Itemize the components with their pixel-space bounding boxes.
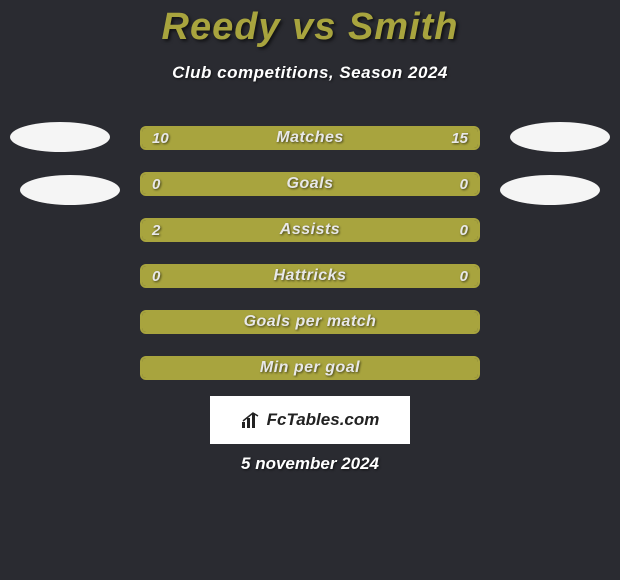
- player-right-avatar-1: [510, 122, 610, 152]
- date-label: 5 november 2024: [0, 454, 620, 474]
- page-title: Reedy vs Smith: [0, 0, 620, 49]
- stat-bar: Goals0 0: [140, 172, 480, 196]
- bar-value-right: 0: [460, 220, 468, 240]
- stat-bar: Hattricks0 0: [140, 264, 480, 288]
- player-left-avatar-1: [10, 122, 110, 152]
- bar-value-right: 0: [460, 266, 468, 286]
- stat-bar: Min per goal: [140, 356, 480, 380]
- fctables-logo: FcTables.com: [210, 396, 410, 444]
- player-right-avatar-2: [500, 175, 600, 205]
- player-left-avatar-2: [20, 175, 120, 205]
- bar-label: Min per goal: [142, 358, 478, 378]
- stat-bar: Assists2 0: [140, 218, 480, 242]
- bar-label: Assists: [142, 220, 478, 240]
- stat-bar: Goals per match: [140, 310, 480, 334]
- bar-label: Goals: [142, 174, 478, 194]
- bar-label: Goals per match: [142, 312, 478, 332]
- bar-value-right: 0: [460, 174, 468, 194]
- stat-bar: Matches10 15: [140, 126, 480, 150]
- bar-value-left: 0: [152, 266, 160, 286]
- chart-icon: [241, 411, 263, 429]
- subtitle: Club competitions, Season 2024: [0, 63, 620, 83]
- stats-bars: Matches1015Goals00Assists20Hattricks00Go…: [140, 126, 480, 402]
- bar-value-right: 15: [451, 128, 468, 148]
- bar-value-left: 10: [152, 128, 169, 148]
- bar-value-left: 2: [152, 220, 160, 240]
- bar-label: Matches: [142, 128, 478, 148]
- bar-label: Hattricks: [142, 266, 478, 286]
- bar-value-left: 0: [152, 174, 160, 194]
- logo-text: FcTables.com: [267, 410, 380, 430]
